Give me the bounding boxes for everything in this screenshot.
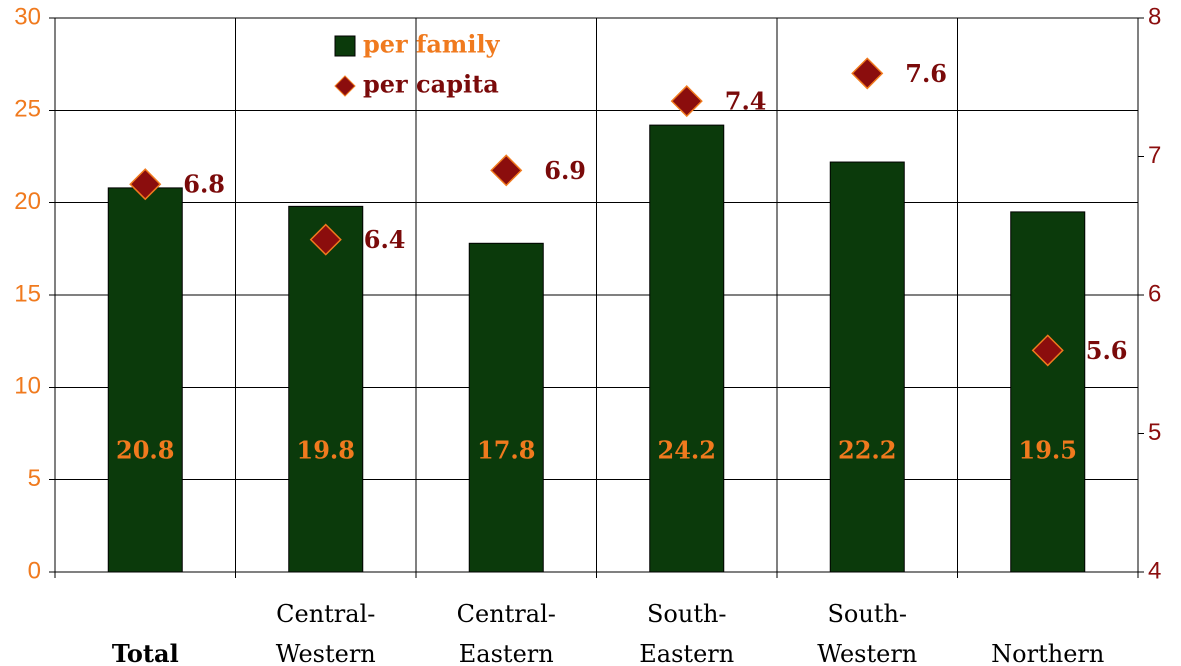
x-tick-label: South- Western [817,600,917,666]
x-tick-label-line: South- [647,600,727,628]
y-tick-label: 20 [14,188,41,215]
diamond-marker [129,168,162,201]
x-tick-label: Central- Western [276,600,376,666]
bar-value-label: 17.8 [477,436,535,465]
marker-value-label: 7.6 [905,59,947,88]
bar-value-label: 22.2 [838,436,896,465]
bar-value-label: 20.8 [116,436,174,465]
diamond-marker [851,57,884,90]
bar-value-label: 19.5 [1019,436,1077,465]
y2-tick-label: 7 [1148,142,1161,169]
diamond-marker [490,154,523,187]
bar [829,161,905,573]
y-tick-label: 10 [14,373,41,400]
diamond-marker [670,85,703,118]
bar [468,242,544,573]
x-tick-label-line: Total [112,639,179,666]
legend-swatch [334,35,356,57]
x-tick-label-line: Central- [276,600,375,628]
x-tick-label: South- Eastern [639,600,734,666]
bar [649,124,725,573]
y2-tick-label: 5 [1148,419,1161,446]
legend-swatch [334,75,356,97]
diamond-marker [1031,334,1064,367]
y-tick-label: 15 [14,280,41,307]
bar-value-label: 19.8 [297,436,355,465]
x-tick-label-line: Eastern [459,640,554,666]
y-tick-label: 25 [14,96,41,123]
bar [288,205,364,573]
marker-value-label: 6.8 [183,170,225,199]
bar [1010,211,1086,573]
marker-value-label: 6.9 [544,156,586,185]
y2-tick-label: 4 [1148,557,1161,584]
marker-value-label: 6.4 [364,225,406,254]
y-tick-label: 0 [28,557,41,584]
marker-value-label: 5.6 [1086,336,1128,365]
x-tick-label: Central- Eastern [457,600,556,666]
x-tick-label: Total [112,639,179,666]
bar [107,187,183,573]
y-tick-label: 30 [14,3,41,30]
x-tick-label-line: Northern [991,640,1104,666]
y-tick-label: 5 [28,465,41,492]
marker-value-label: 7.4 [725,87,767,116]
x-tick-label-line: South- [827,600,907,628]
x-tick-label-line: Eastern [639,640,734,666]
x-tick-label-line: Central- [457,600,556,628]
diamond-marker [309,223,342,256]
x-tick-label: Northern [991,640,1104,666]
legend-label: per family [363,30,501,59]
bar-value-label: 24.2 [658,436,716,465]
y2-tick-label: 8 [1148,3,1161,30]
y2-tick-label: 6 [1148,280,1161,307]
legend-label: per capita [363,70,499,99]
x-tick-label-line: Western [276,640,376,666]
x-tick-label-line: Western [817,640,917,666]
